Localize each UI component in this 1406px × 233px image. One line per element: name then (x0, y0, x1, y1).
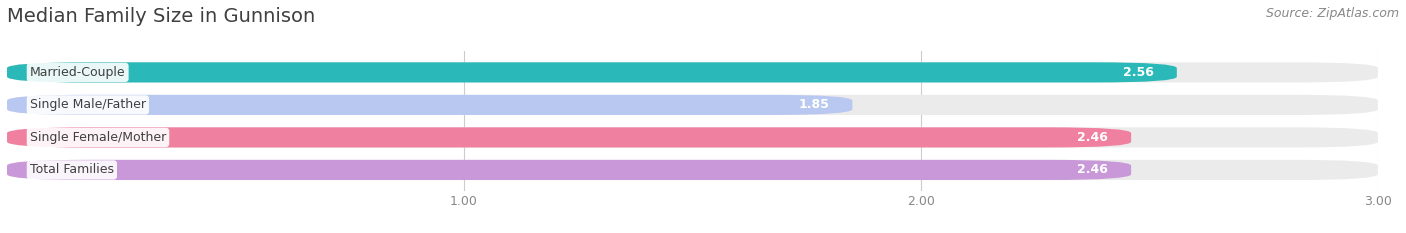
FancyBboxPatch shape (7, 127, 1130, 147)
FancyBboxPatch shape (7, 62, 1177, 82)
Text: Single Male/Father: Single Male/Father (30, 98, 146, 111)
FancyBboxPatch shape (7, 95, 1378, 115)
Text: 2.46: 2.46 (1077, 131, 1108, 144)
Text: 1.85: 1.85 (799, 98, 830, 111)
Text: Total Families: Total Families (30, 163, 114, 176)
FancyBboxPatch shape (7, 160, 1130, 180)
Text: 2.56: 2.56 (1123, 66, 1154, 79)
Text: Married-Couple: Married-Couple (30, 66, 125, 79)
Text: Single Female/Mother: Single Female/Mother (30, 131, 166, 144)
Text: Median Family Size in Gunnison: Median Family Size in Gunnison (7, 7, 315, 26)
Text: 2.46: 2.46 (1077, 163, 1108, 176)
FancyBboxPatch shape (7, 62, 1378, 82)
Text: Source: ZipAtlas.com: Source: ZipAtlas.com (1265, 7, 1399, 20)
FancyBboxPatch shape (7, 95, 852, 115)
FancyBboxPatch shape (7, 127, 1378, 147)
FancyBboxPatch shape (7, 160, 1378, 180)
